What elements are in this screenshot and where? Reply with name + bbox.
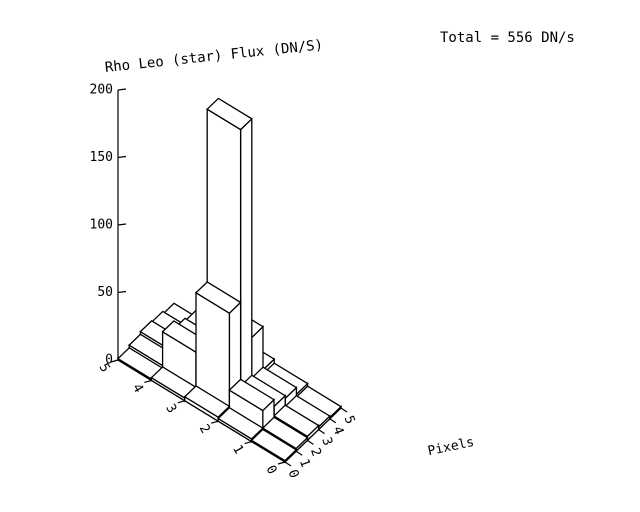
bar-top [261,416,309,450]
bar-top [206,97,253,131]
y-tick [110,359,119,363]
x-tick-label: 4 [329,425,346,438]
y-tick-label: 1 [229,442,246,456]
x-tick [340,407,348,413]
y-tick [177,400,185,404]
y-tick-label: 3 [162,402,179,416]
annotation: Total = 556 DN/s [440,30,575,46]
x-tick [295,450,303,456]
bar [250,428,298,464]
x-axis-label: Pixels [426,435,475,459]
z-tick-label: 200 [90,83,113,98]
z-tick [117,155,127,159]
bar-top [250,428,298,462]
y-tick-label: 4 [129,381,146,395]
bar-top [228,378,276,412]
bar-top [183,385,231,418]
z-tick-label: 50 [97,285,113,300]
x-tick [284,461,292,467]
bar-top [272,404,320,438]
z-tick-label: 100 [90,218,113,233]
x-tick [329,418,337,424]
y-tick-label: 0 [263,463,280,477]
z-tick-label: 150 [90,150,113,165]
bar-top [217,406,264,440]
x-tick [318,429,325,435]
y-tick [244,441,252,445]
y-tick [277,461,286,465]
x-tick-label: 2 [307,446,324,458]
chart-title: Rho Leo (star) Flux (DN/S) [104,37,324,76]
y-tick-label: 5 [96,361,113,375]
x-tick-label: 0 [285,468,302,480]
x-tick-label: 1 [296,457,313,469]
bar-top [194,281,242,315]
x-tick [307,439,314,445]
y-tick-label: 2 [196,422,213,436]
z-tick [117,88,127,91]
y-tick [211,420,219,424]
z-tick-label: 0 [105,353,113,368]
bar-front [239,117,253,402]
z-tick [117,290,127,294]
x-tick-label: 5 [341,414,358,426]
y-tick [144,379,152,383]
x-tick-label: 3 [318,435,335,447]
z-tick [117,223,127,226]
